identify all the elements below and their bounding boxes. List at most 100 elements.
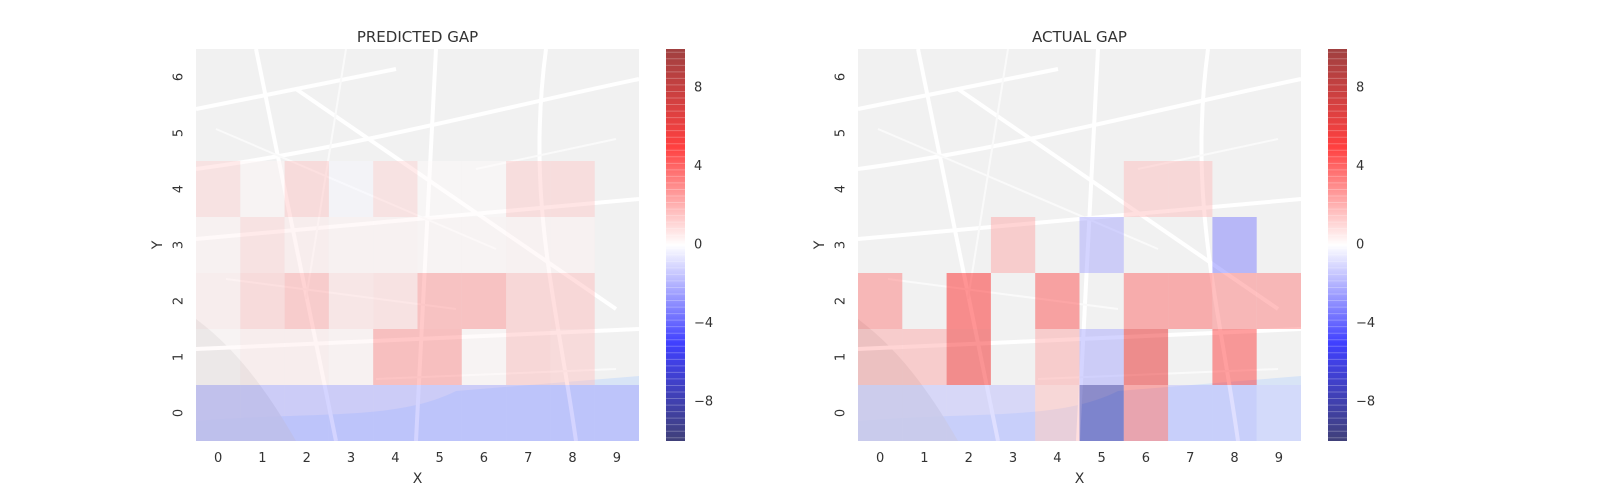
heatmap-cell (373, 329, 418, 385)
colorbar-tick-label: 4 (1356, 159, 1364, 174)
map-road (414, 48, 438, 442)
heatmap-cell (1168, 385, 1213, 441)
map-street (877, 128, 1159, 250)
heatmap-cell (506, 161, 551, 217)
heatmap-cell (1256, 273, 1301, 329)
map-road (195, 67, 397, 111)
heatmap-cell (461, 161, 507, 217)
heatmap-cell (284, 217, 329, 273)
x-tick-label: 8 (1230, 451, 1238, 466)
heatmap-cell (990, 385, 1036, 441)
y-axis-label: Y (812, 240, 828, 250)
x-tick-label: 0 (214, 451, 222, 466)
heatmap-cell (550, 273, 595, 329)
heatmap-cells (196, 161, 639, 441)
map-street (305, 48, 347, 300)
heatmap-cell (550, 385, 595, 441)
map-road (195, 197, 640, 241)
heatmap-cell (461, 385, 507, 441)
map-road (916, 48, 1000, 442)
heatmap-cell (1079, 329, 1124, 385)
heatmap-cell (240, 217, 285, 273)
heatmap-cell (506, 329, 551, 385)
heatmap-cell (550, 217, 595, 273)
heatmap-cell (196, 385, 241, 441)
y-axis-label: Y (150, 240, 166, 250)
map-road (857, 197, 1302, 241)
heatmap-cell (328, 385, 374, 441)
heatmap-cell (284, 385, 329, 441)
x-tick-label: 4 (391, 451, 399, 466)
y-tick-label: 2 (172, 297, 187, 305)
heatmap-panel: PREDICTED GAP 0 1 2 3 4 5 6 7 8 9 X 0 1 2 3 4 5 6 Y 8 4 0 −4 −8 (150, 28, 713, 487)
heatmap-cell (506, 217, 551, 273)
map-street (225, 278, 457, 310)
heatmap-cell (1035, 273, 1080, 329)
x-tick-label: 3 (347, 451, 355, 466)
heatmap-cell (240, 329, 285, 385)
heatmap-cell (506, 385, 551, 441)
x-tick-label: 7 (1186, 451, 1194, 466)
colorbar: 8 4 0 −4 −8 (666, 49, 713, 441)
colorbar-tick-label: −4 (694, 316, 713, 331)
heatmap-cell (1212, 329, 1257, 385)
heatmap-cell (284, 329, 329, 385)
x-tick-label: 1 (258, 451, 266, 466)
heatmap-cell (1079, 385, 1124, 441)
map-road (857, 77, 1302, 171)
colorbar-tick-label: 0 (694, 238, 702, 253)
x-tick-label: 7 (524, 451, 532, 466)
heatmap-cell (858, 273, 903, 329)
heatmap-cell (1123, 385, 1169, 441)
x-axis-label: X (413, 471, 423, 487)
heatmap-panel: ACTUAL GAP 0 1 2 3 4 5 6 7 8 9 X 0 1 2 3 4 5 6 Y 8 4 0 −4 −8 (812, 28, 1375, 487)
heatmap-cell (1123, 329, 1169, 385)
heatmap-cell (461, 329, 507, 385)
heatmap-cell (328, 329, 374, 385)
map-road (956, 87, 1280, 311)
heatmap-cell (858, 329, 903, 385)
y-tick-label: 6 (172, 73, 187, 81)
heatmap-cell (328, 217, 374, 273)
heatmap-cell (990, 217, 1036, 273)
x-tick-label: 0 (876, 451, 884, 466)
colorbar-tick-label: 8 (694, 81, 702, 96)
heatmap-cell (594, 385, 639, 441)
y-tick-label: 4 (172, 185, 187, 193)
colorbar-tick-label: −4 (1356, 316, 1375, 331)
heatmap-cell (1256, 385, 1301, 441)
heatmap-cell (550, 161, 595, 217)
heatmap-cell (902, 329, 947, 385)
heatmap-cell (1035, 329, 1080, 385)
y-tick-label: 0 (172, 409, 187, 417)
y-tick-label: 2 (834, 297, 849, 305)
x-tick-label: 6 (480, 451, 488, 466)
y-tick-label: 4 (834, 185, 849, 193)
heatmap-cell (902, 385, 947, 441)
colorbar: 8 4 0 −4 −8 (1328, 49, 1375, 441)
heatmap-cell (417, 161, 462, 217)
y-tick-label: 1 (172, 353, 187, 361)
colorbar-tick-label: −8 (1356, 394, 1375, 409)
map-street (375, 368, 617, 380)
map-street (215, 128, 497, 250)
heatmap-cell (1079, 217, 1124, 273)
heatmap-cell (1212, 217, 1257, 273)
map-street (475, 138, 617, 170)
chart-title: ACTUAL GAP (1032, 28, 1127, 46)
map-road (857, 327, 1302, 351)
colorbar-tick-label: 0 (1356, 238, 1364, 253)
heatmap-cell (328, 161, 374, 217)
y-tick-label: 5 (834, 129, 849, 137)
chart-title: PREDICTED GAP (357, 28, 478, 46)
colorbar-tick-label: −8 (694, 394, 713, 409)
map-road (857, 67, 1059, 111)
heatmap-cell (373, 217, 418, 273)
heatmap-cell (1212, 273, 1257, 329)
heatmap-cell (506, 273, 551, 329)
heatmap-cell (946, 329, 991, 385)
heatmap-cell (284, 161, 329, 217)
heatmap-cell (240, 161, 285, 217)
heatmap-cell (946, 385, 991, 441)
